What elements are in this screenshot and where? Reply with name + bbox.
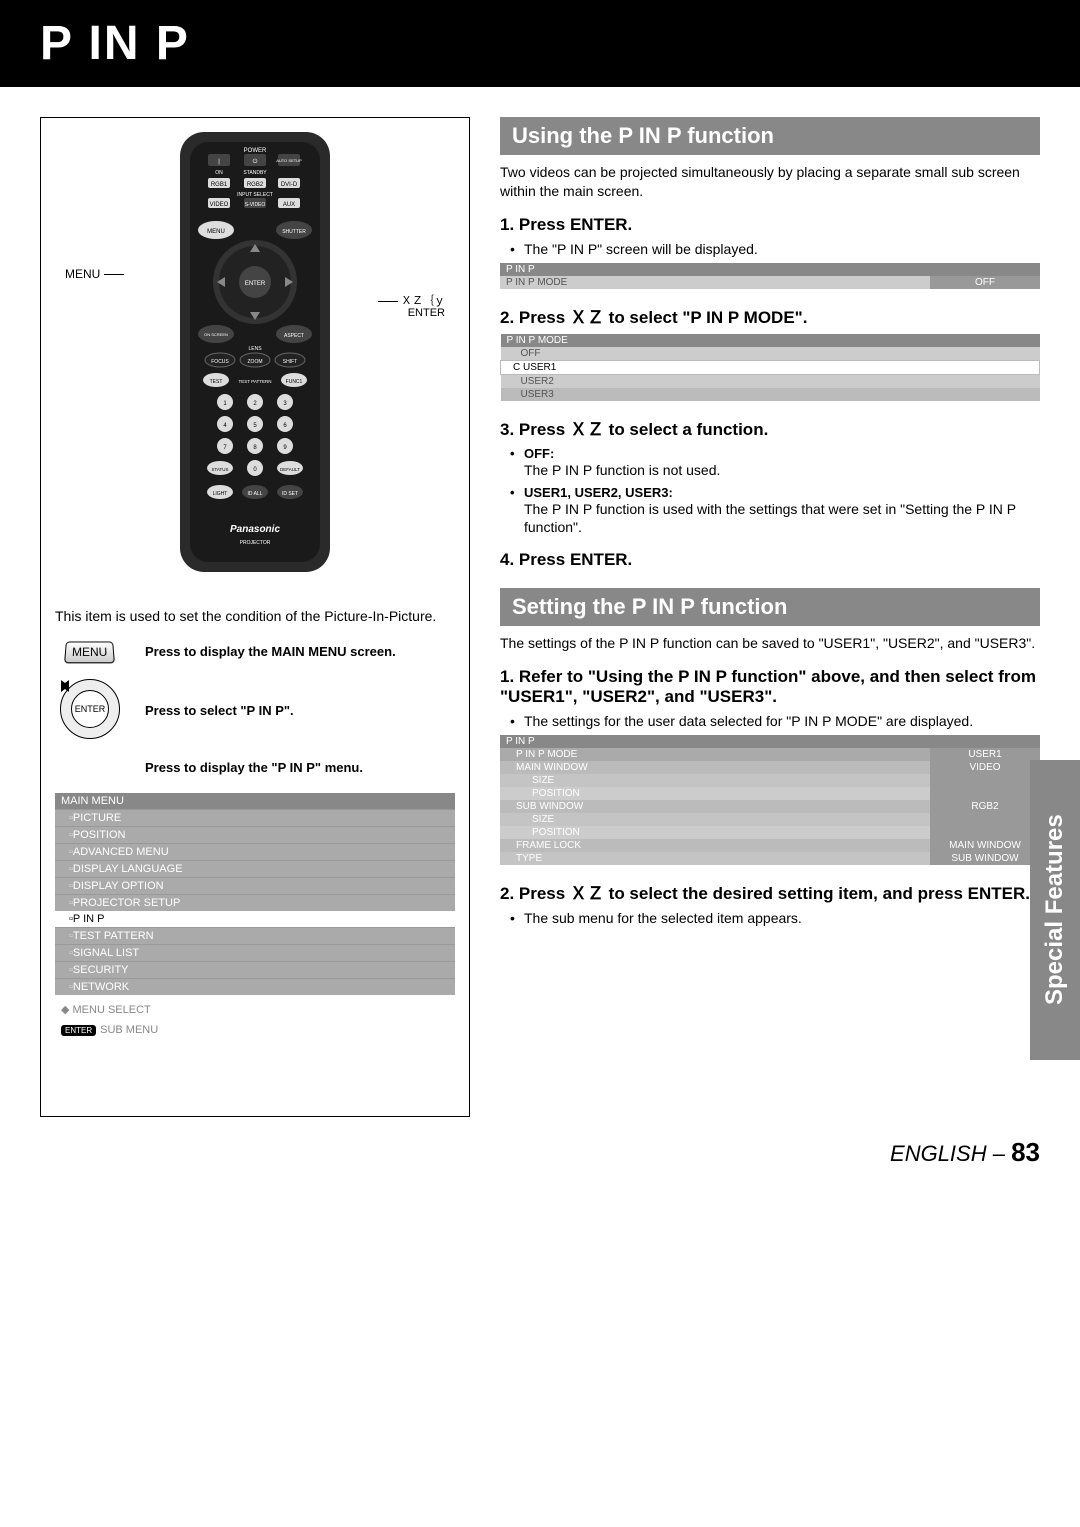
menu-item: ▫PROJECTOR SETUP bbox=[55, 895, 455, 912]
step-t1: 1. Refer to "Using the P IN P function" … bbox=[500, 667, 1040, 707]
svg-text:TEST: TEST bbox=[210, 379, 223, 385]
svg-text:PROJECTOR: PROJECTOR bbox=[240, 540, 271, 546]
control-text-3: Press to display the "P IN P" menu. bbox=[145, 760, 455, 777]
osd3-row: SIZE bbox=[500, 813, 1040, 826]
step-4: 4. Press ENTER. bbox=[500, 550, 1040, 570]
left-panel: MENU ＸＺ｛ｙ ENTER POWER | ⏻ AUTO SETUP ON … bbox=[40, 117, 470, 1117]
main-menu-table: MAIN MENU ▫PICTURE▫POSITION▫ADVANCED MEN… bbox=[55, 793, 455, 995]
osd-table-3: P IN P P IN P MODEUSER1MAIN WINDOWVIDEOS… bbox=[500, 735, 1040, 865]
menu-item: ▫SIGNAL LIST bbox=[55, 945, 455, 962]
osd3-row: SIZE bbox=[500, 774, 1040, 787]
control-row-menu2: Press to display the "P IN P" menu. bbox=[55, 760, 455, 777]
osd3-row: POSITION bbox=[500, 787, 1040, 800]
osd3-row: POSITION bbox=[500, 826, 1040, 839]
svg-text:MENU: MENU bbox=[207, 229, 225, 235]
label-menu: MENU bbox=[65, 267, 124, 281]
control-row-menu: MENU Press to display the MAIN MENU scre… bbox=[55, 641, 455, 663]
control-text-2: Press to select "P IN P". bbox=[145, 703, 455, 720]
step-t2: 2. Press ＸＺ to select the desired settin… bbox=[500, 879, 1040, 904]
sidebar-tab: Special Features bbox=[1030, 760, 1080, 1060]
osd3-row: FRAME LOCKMAIN WINDOW bbox=[500, 839, 1040, 852]
svg-text:DEFAULT: DEFAULT bbox=[280, 467, 300, 472]
remote-diagram: MENU ＸＺ｛ｙ ENTER POWER | ⏻ AUTO SETUP ON … bbox=[55, 132, 455, 597]
svg-text:ON: ON bbox=[215, 170, 223, 176]
svg-text:INPUT SELECT: INPUT SELECT bbox=[237, 192, 273, 198]
osd-table-1: P IN P P IN P MODEOFF bbox=[500, 263, 1040, 289]
menu-button-icon: MENU bbox=[64, 642, 115, 664]
step-2: 2. Press ＸＺ to select "P IN P MODE". bbox=[500, 303, 1040, 328]
control-row-enter: ENTER Press to select "P IN P". bbox=[55, 679, 455, 744]
right-panel: Using the P IN P function Two videos can… bbox=[500, 117, 1040, 930]
step-1-bullet: The "P IN P" screen will be displayed. bbox=[524, 241, 1040, 257]
osd-table-2: P IN P MODE OFF C USER1 USER2 USER3 bbox=[500, 334, 1040, 401]
section-1-intro: Two videos can be projected simultaneous… bbox=[500, 163, 1040, 201]
svg-text:VIDEO: VIDEO bbox=[210, 202, 229, 208]
svg-text:RGB1: RGB1 bbox=[211, 182, 228, 188]
svg-text:ON SCREEN: ON SCREEN bbox=[204, 332, 228, 337]
svg-text:⏻: ⏻ bbox=[253, 158, 258, 165]
menu-item: ▫SECURITY bbox=[55, 962, 455, 979]
menu-item: ▫POSITION bbox=[55, 827, 455, 844]
menu-item: ▫P IN P bbox=[55, 911, 455, 928]
section-1-header: Using the P IN P function bbox=[500, 117, 1040, 155]
step-t2-bullet: The sub menu for the selected item appea… bbox=[524, 910, 1040, 926]
svg-text:LIGHT: LIGHT bbox=[213, 491, 228, 497]
svg-text:Panasonic: Panasonic bbox=[230, 524, 280, 535]
osd3-row: TYPESUB WINDOW bbox=[500, 852, 1040, 865]
svg-text:ENTER: ENTER bbox=[245, 281, 266, 287]
svg-text:LENS: LENS bbox=[248, 346, 262, 352]
menu-item: ▫DISPLAY LANGUAGE bbox=[55, 861, 455, 878]
svg-text:ZOOM: ZOOM bbox=[248, 359, 263, 365]
svg-text:DVI-D: DVI-D bbox=[281, 182, 298, 188]
menu-item: ▫TEST PATTERN bbox=[55, 928, 455, 945]
step-1: 1. Press ENTER. bbox=[500, 215, 1040, 235]
menu-item: ▫NETWORK bbox=[55, 979, 455, 996]
svg-text:SHIFT: SHIFT bbox=[283, 359, 297, 365]
svg-text:ID ALL: ID ALL bbox=[247, 491, 262, 497]
svg-text:POWER: POWER bbox=[244, 148, 267, 154]
menu-item: ▫PICTURE bbox=[55, 810, 455, 827]
svg-text:ID SET: ID SET bbox=[282, 491, 298, 497]
step-3: 3. Press ＸＺ to select a function. bbox=[500, 415, 1040, 440]
osd3-row: SUB WINDOWRGB2 bbox=[500, 800, 1040, 813]
step-3-b1: OFF: bbox=[524, 446, 1040, 461]
menu-table-header: MAIN MENU bbox=[55, 793, 455, 810]
step-3-b2t: The P IN P function is used with the set… bbox=[524, 500, 1040, 536]
left-description: This item is used to set the condition o… bbox=[55, 607, 455, 625]
svg-text:SHUTTER: SHUTTER bbox=[282, 229, 306, 235]
remote-svg: POWER | ⏻ AUTO SETUP ON STANDBY RGB1 RGB… bbox=[170, 132, 340, 572]
step-3-b1t: The P IN P function is not used. bbox=[524, 461, 1040, 479]
svg-text:STATUS: STATUS bbox=[211, 467, 228, 472]
svg-text:STANDBY: STANDBY bbox=[243, 170, 267, 176]
svg-text:AUTO SETUP: AUTO SETUP bbox=[276, 158, 302, 163]
osd3-row: P IN P MODEUSER1 bbox=[500, 748, 1040, 761]
menu-footer-2: ENTERSUB MENU bbox=[61, 1024, 455, 1036]
osd3-row: MAIN WINDOWVIDEO bbox=[500, 761, 1040, 774]
step-3-b2: USER1, USER2, USER3: bbox=[524, 485, 1040, 500]
label-enter: ENTER bbox=[408, 307, 445, 319]
svg-text:FUNC1: FUNC1 bbox=[286, 379, 303, 385]
section-2-header: Setting the P IN P function bbox=[500, 588, 1040, 626]
svg-text:S-VIDEO: S-VIDEO bbox=[245, 202, 266, 208]
menu-item: ▫ADVANCED MENU bbox=[55, 844, 455, 861]
control-text-1: Press to display the MAIN MENU screen. bbox=[145, 644, 455, 661]
menu-item: ▫DISPLAY OPTION bbox=[55, 878, 455, 895]
svg-text:RGB2: RGB2 bbox=[247, 182, 264, 188]
svg-text:ASPECT: ASPECT bbox=[284, 333, 304, 339]
menu-footer-1: ◆ MENU SELECT bbox=[61, 1003, 455, 1016]
svg-text:TEST PATTERN: TEST PATTERN bbox=[238, 379, 271, 384]
page-number: ENGLISH – 83 bbox=[0, 1117, 1080, 1198]
enter-dial-icon: ENTER bbox=[60, 679, 120, 739]
svg-text:FOCUS: FOCUS bbox=[211, 359, 229, 365]
step-t1-bullet: The settings for the user data selected … bbox=[524, 713, 1040, 729]
section-2-intro: The settings of the P IN P function can … bbox=[500, 634, 1040, 653]
svg-text:AUX: AUX bbox=[283, 202, 295, 208]
page-title: P IN P bbox=[0, 0, 1080, 87]
label-arrows: ＸＺ｛ｙ bbox=[378, 292, 445, 308]
